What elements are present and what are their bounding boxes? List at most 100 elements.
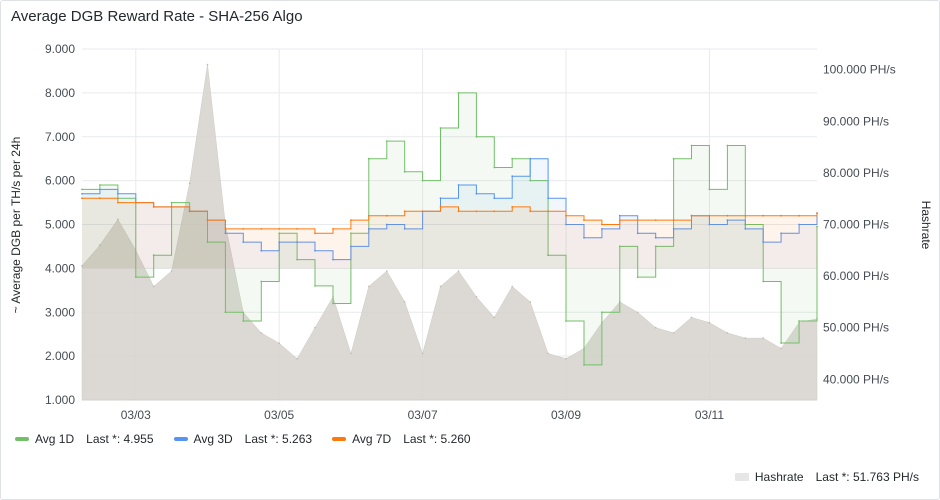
- legend-last-avg-7d: Last *: 5.260: [403, 432, 471, 446]
- point-avg-1d: [654, 245, 657, 248]
- point-avg-1d: [403, 170, 406, 173]
- point-avg-3d: [224, 232, 227, 235]
- point-avg-7d: [367, 214, 370, 217]
- point-hashrate: [439, 285, 442, 288]
- point-hashrate: [690, 316, 693, 319]
- point-avg-1d: [601, 311, 603, 314]
- point-avg-7d: [260, 228, 263, 230]
- point-avg-7d: [475, 210, 478, 213]
- point-avg-7d: [403, 210, 406, 213]
- point-avg-7d: [439, 206, 442, 208]
- y2-tick-label: 60.000 PH/s: [823, 269, 889, 283]
- y-tick-label: 7.000: [45, 130, 75, 144]
- point-avg-1d: [134, 276, 137, 278]
- point-avg-7d: [780, 214, 782, 217]
- legend-swatch-avg-1d: [15, 437, 29, 441]
- point-hashrate: [457, 270, 460, 272]
- y2-tick-label: 90.000 PH/s: [823, 114, 889, 128]
- point-hashrate: [152, 285, 155, 288]
- point-avg-3d: [403, 228, 406, 230]
- point-avg-7d: [654, 219, 657, 222]
- point-hashrate: [780, 347, 782, 350]
- x-tick-label: 03/07: [408, 408, 438, 422]
- series-line-avg-1d: [82, 92, 818, 366]
- point-hashrate: [170, 270, 173, 272]
- legend-item-avg-3d[interactable]: Avg 3D Last *: 5.263: [173, 432, 313, 446]
- point-avg-3d: [99, 188, 101, 191]
- legend-last-avg-3d: Last *: 5.263: [244, 432, 313, 446]
- point-avg-1d: [99, 184, 101, 186]
- point-avg-7d: [816, 212, 818, 215]
- legend-item-avg-1d[interactable]: Avg 1D Last *: 4.955: [15, 432, 154, 446]
- point-avg-7d: [278, 228, 281, 230]
- x-axis-ticks: 03/03 03/05 03/07 03/09 03/11: [121, 408, 725, 422]
- legend-last-avg-1d: Last *: 4.955: [86, 432, 154, 446]
- point-avg-3d: [583, 236, 585, 239]
- point-avg-7d: [134, 201, 137, 204]
- legend-bottom: Hashrate Last *: 51.763 PH/s: [734, 470, 919, 484]
- series-line-avg-7d: [82, 197, 818, 234]
- point-hashrate: [744, 337, 747, 339]
- point-avg-3d: [601, 228, 603, 230]
- point-avg-7d: [511, 206, 514, 208]
- point-avg-7d: [242, 228, 245, 230]
- point-avg-1d: [708, 188, 711, 191]
- y2-tick-label: 100.000 PH/s: [823, 63, 896, 77]
- point-avg-7d: [206, 219, 209, 222]
- point-avg-1d: [780, 342, 782, 344]
- point-avg-3d: [242, 241, 245, 244]
- point-avg-1d: [170, 201, 173, 204]
- y-tick-label: 1.000: [45, 393, 75, 407]
- point-avg-1d: [278, 232, 281, 235]
- point-avg-3d: [762, 241, 765, 244]
- point-avg-7d: [152, 206, 155, 208]
- point-avg-7d: [547, 210, 549, 213]
- panel-title[interactable]: Average DGB Reward Rate - SHA-256 Algo: [11, 8, 303, 25]
- y-tick-label: 5.000: [45, 218, 75, 232]
- point-avg-7d: [798, 214, 800, 217]
- point-avg-3d: [278, 241, 281, 244]
- point-hashrate: [421, 352, 424, 355]
- point-avg-3d: [81, 192, 83, 195]
- point-avg-3d: [314, 249, 316, 252]
- legend-item-hashrate[interactable]: Hashrate Last *: 51.763 PH/s: [734, 470, 919, 484]
- legend-label-hashrate: Hashrate: [754, 470, 804, 484]
- point-avg-1d: [529, 179, 532, 182]
- point-hashrate: [726, 332, 729, 334]
- point-avg-7d: [744, 214, 747, 217]
- point-avg-3d: [672, 228, 675, 230]
- point-hashrate: [708, 321, 711, 324]
- point-avg-7d: [762, 214, 765, 217]
- point-avg-1d: [457, 92, 460, 94]
- point-avg-3d: [618, 214, 621, 217]
- legend-item-avg-7d[interactable]: Avg 7D Last *: 5.260: [332, 432, 471, 446]
- y-tick-label: 9.000: [45, 42, 75, 56]
- point-avg-7d: [726, 214, 729, 217]
- point-avg-1d: [81, 188, 83, 191]
- point-avg-7d: [385, 214, 388, 217]
- y-tick-label: 2.000: [45, 349, 75, 363]
- point-hashrate: [565, 357, 567, 360]
- point-avg-3d: [780, 232, 782, 235]
- point-avg-7d: [188, 210, 191, 213]
- point-hashrate: [314, 326, 316, 329]
- legend-swatch-avg-7d: [332, 437, 347, 441]
- legend-last-hashrate: Last *: 51.763 PH/s: [815, 470, 919, 484]
- y2-tick-label: 70.000 PH/s: [823, 218, 889, 232]
- legend-label-avg-1d: Avg 1D: [35, 432, 75, 446]
- point-avg-1d: [493, 166, 496, 169]
- y-tick-label: 8.000: [45, 86, 75, 100]
- point-avg-1d: [690, 144, 693, 147]
- point-avg-7d: [421, 210, 424, 213]
- point-hashrate: [654, 326, 657, 329]
- legend-swatch-avg-3d: [173, 437, 188, 441]
- point-avg-3d: [439, 197, 442, 200]
- point-hashrate: [368, 285, 370, 288]
- point-avg-7d: [457, 210, 460, 213]
- point-avg-1d: [260, 280, 263, 283]
- y-axis-left-ticks: 1.000 2.000 3.000 4.000 5.000 6.000 7.000 8.000…: [45, 42, 75, 407]
- point-hashrate: [547, 352, 549, 355]
- y2-tick-label: 80.000 PH/s: [823, 166, 889, 180]
